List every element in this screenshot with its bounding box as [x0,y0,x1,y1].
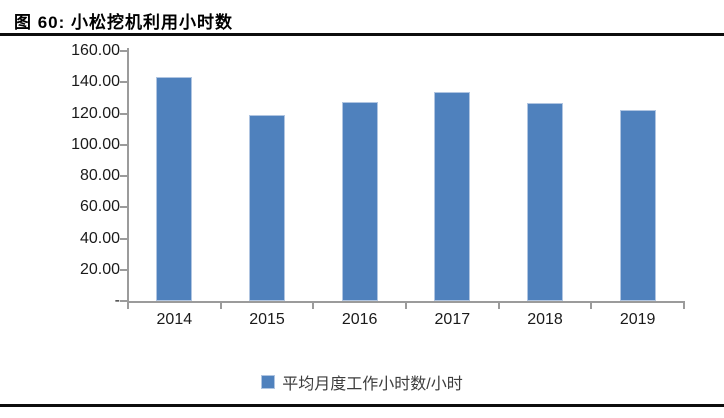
x-axis-tick [127,303,129,309]
x-axis-tick [683,303,685,309]
y-axis-tick-label: 20.00 [79,260,120,278]
figure-title: 图 60: 小松挖机利用小时数 [14,13,234,32]
y-axis-tick-label: 100.00 [71,135,120,153]
y-axis-tick [120,300,127,302]
title-rule [0,33,724,36]
y-axis-tick [120,143,127,146]
y-axis-tick-label: 80.00 [79,167,120,184]
x-axis-tick [405,303,407,309]
y-axis-line [127,48,129,303]
y-axis-tick-label: 60.00 [79,198,120,216]
x-axis-tick [590,303,593,309]
bar-2019 [619,110,656,301]
x-axis-label-2016: 2016 [341,311,378,328]
y-axis-tick [120,175,127,177]
legend: 平均月度工作小时数/小时 [0,370,724,394]
bar-2018 [527,102,563,301]
y-axis-tick [120,50,127,52]
x-axis-tick [219,303,222,309]
x-axis-label-2015: 2015 [249,311,285,328]
x-axis-tick [497,303,500,309]
bottom-rule [0,404,724,407]
x-axis-tick [312,303,315,309]
y-axis-tick-label: - [114,292,120,309]
y-axis-tick-label: 140.00 [71,73,120,91]
x-axis-label-2018: 2018 [527,311,563,328]
x-axis-label-2019: 2019 [619,311,656,328]
y-axis-tick-label: 40.00 [79,229,120,247]
bar-2017 [434,92,471,301]
y-axis-tick [120,237,127,240]
legend-marker-icon [261,375,276,389]
y-axis-tick-label: 120.00 [71,104,120,122]
bar-2014 [156,76,193,301]
x-axis-label-2014: 2014 [156,311,193,328]
y-axis-tick [120,112,127,115]
bar-2016 [341,101,378,301]
legend-label: 平均月度工作小时数/小时 [282,376,463,393]
y-axis-tick-label: 160.00 [71,42,120,59]
y-axis-tick [120,81,127,84]
y-axis-tick [120,268,127,271]
bar-2015 [249,115,285,301]
y-axis-tick [120,206,127,209]
x-axis-label-2017: 2017 [434,311,471,328]
x-axis-line [127,301,685,303]
